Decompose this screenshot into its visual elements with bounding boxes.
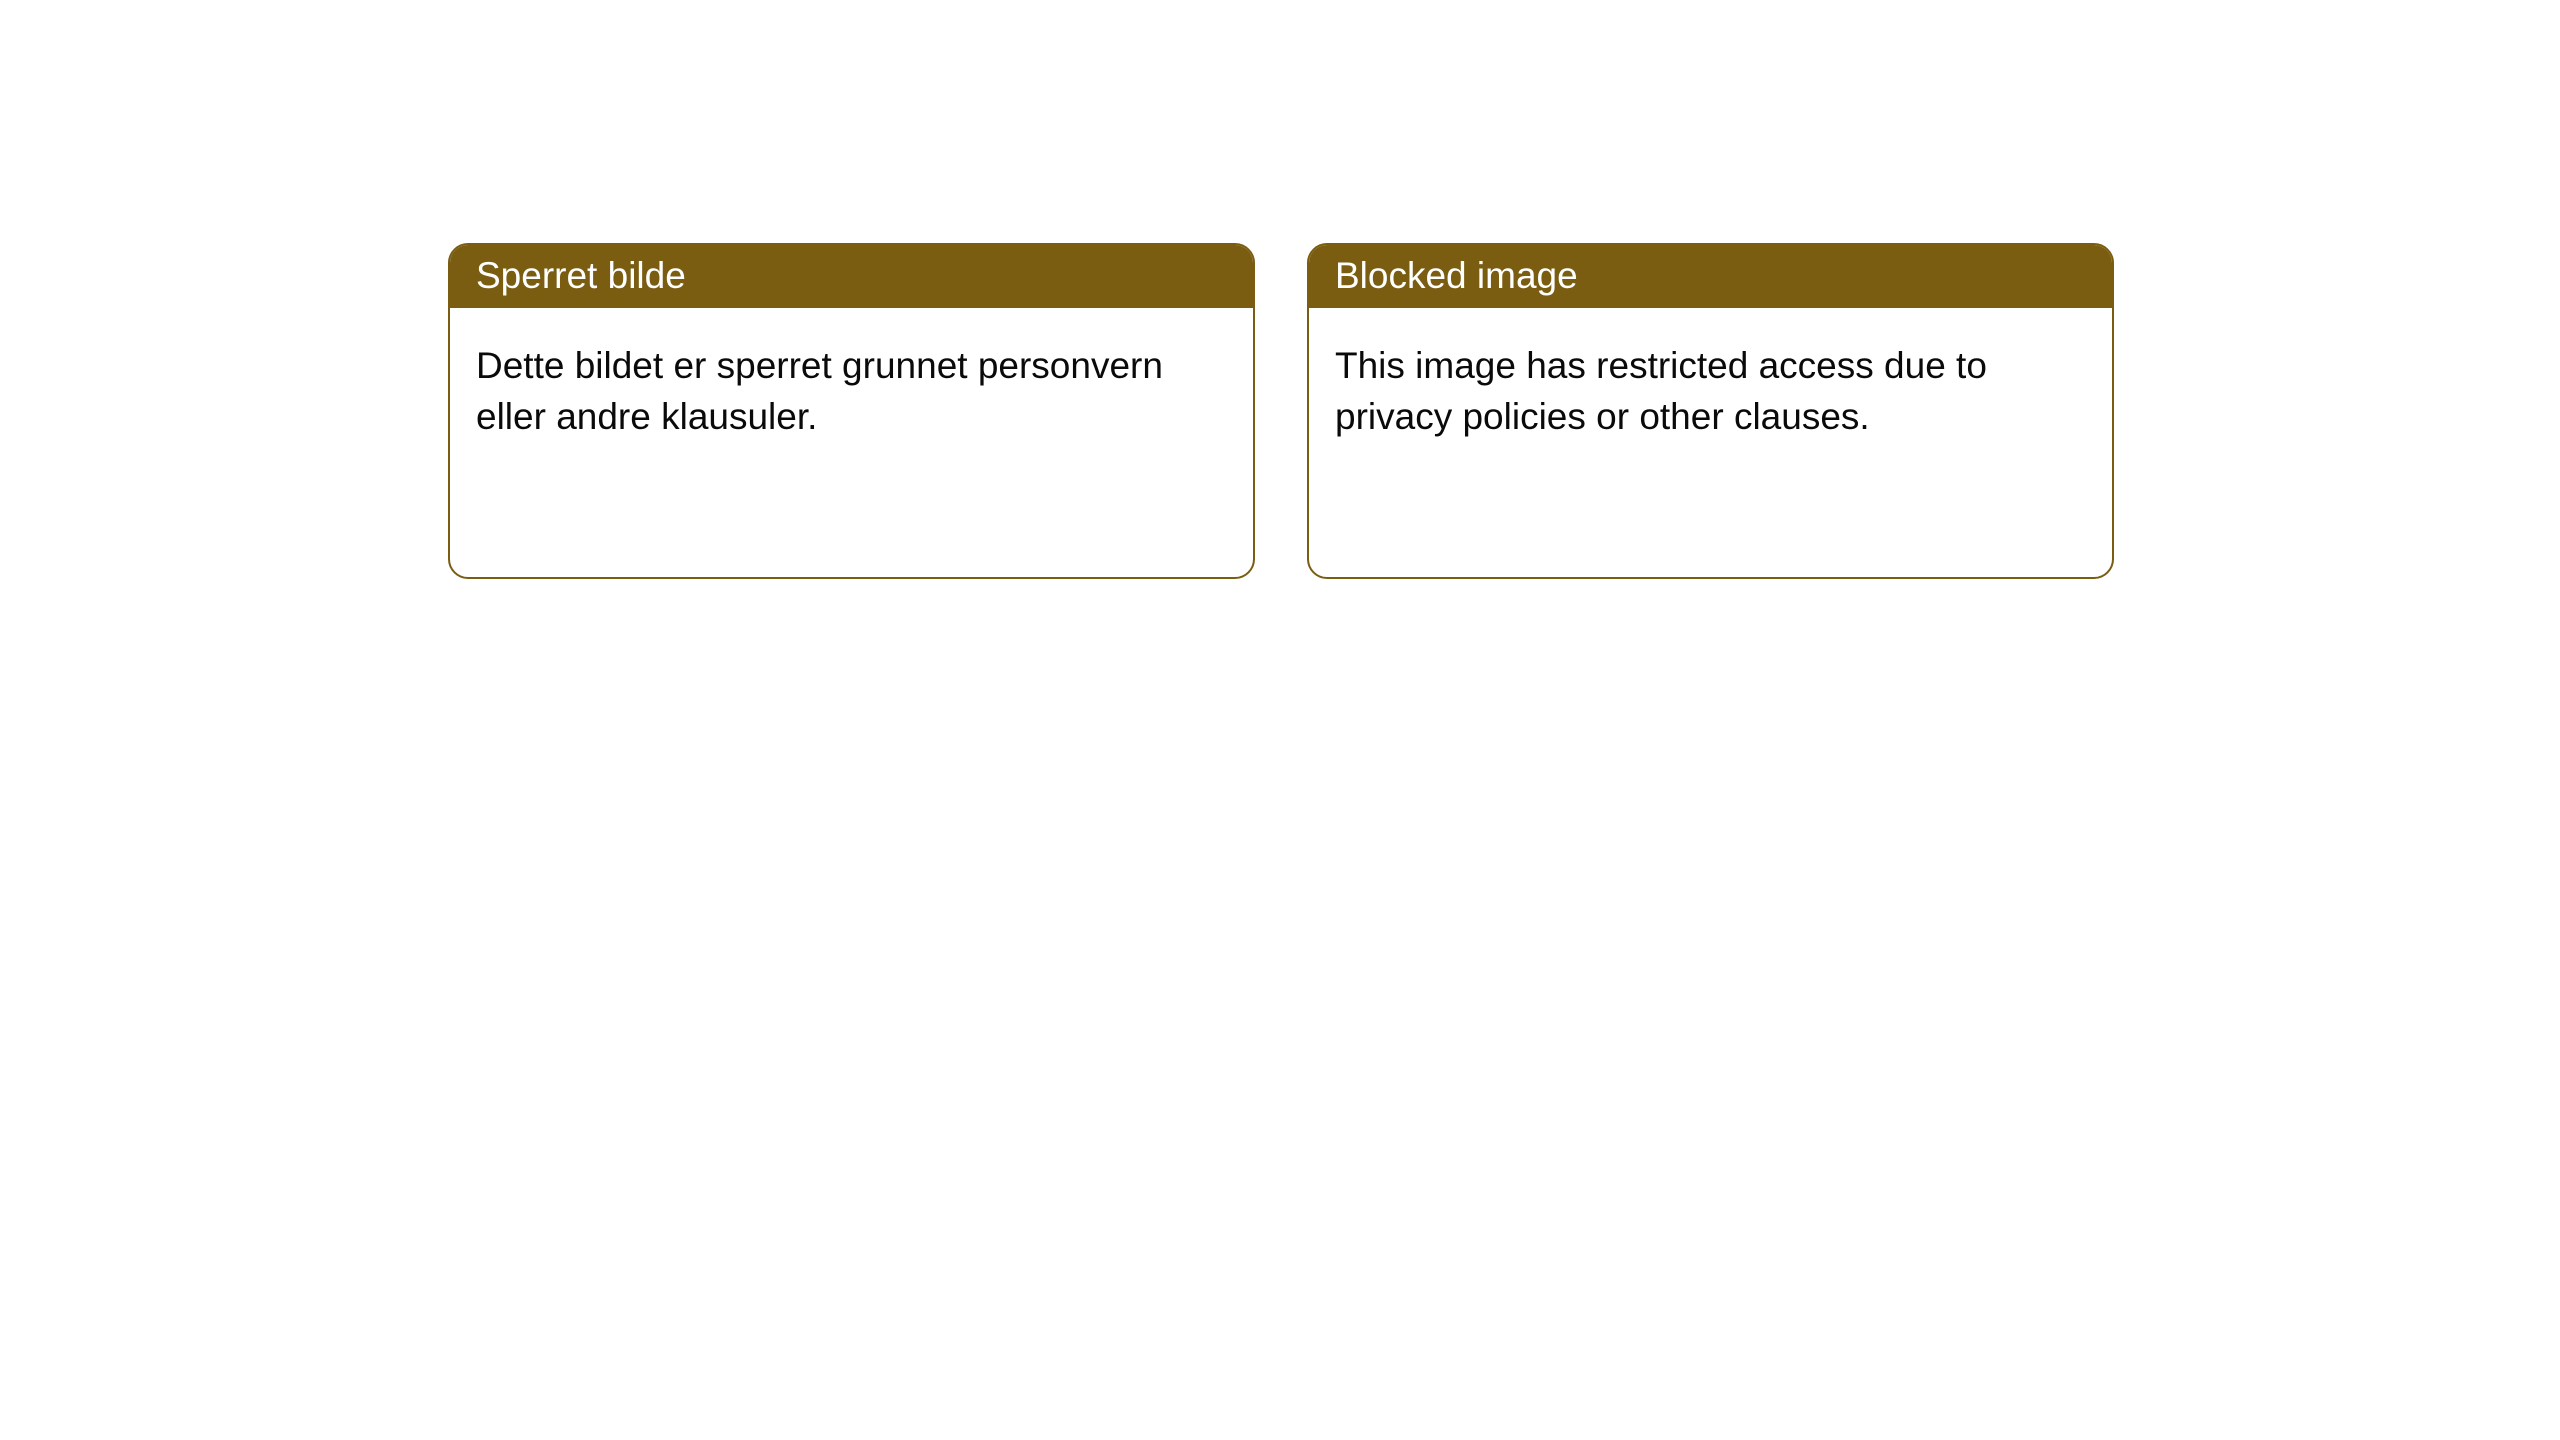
- card-body: This image has restricted access due to …: [1309, 308, 2112, 474]
- card-body: Dette bildet er sperret grunnet personve…: [450, 308, 1253, 474]
- blocked-image-card-no: Sperret bilde Dette bildet er sperret gr…: [448, 243, 1255, 579]
- blocked-image-card-en: Blocked image This image has restricted …: [1307, 243, 2114, 579]
- cards-container: Sperret bilde Dette bildet er sperret gr…: [0, 0, 2560, 579]
- card-title: Sperret bilde: [450, 245, 1253, 308]
- card-title: Blocked image: [1309, 245, 2112, 308]
